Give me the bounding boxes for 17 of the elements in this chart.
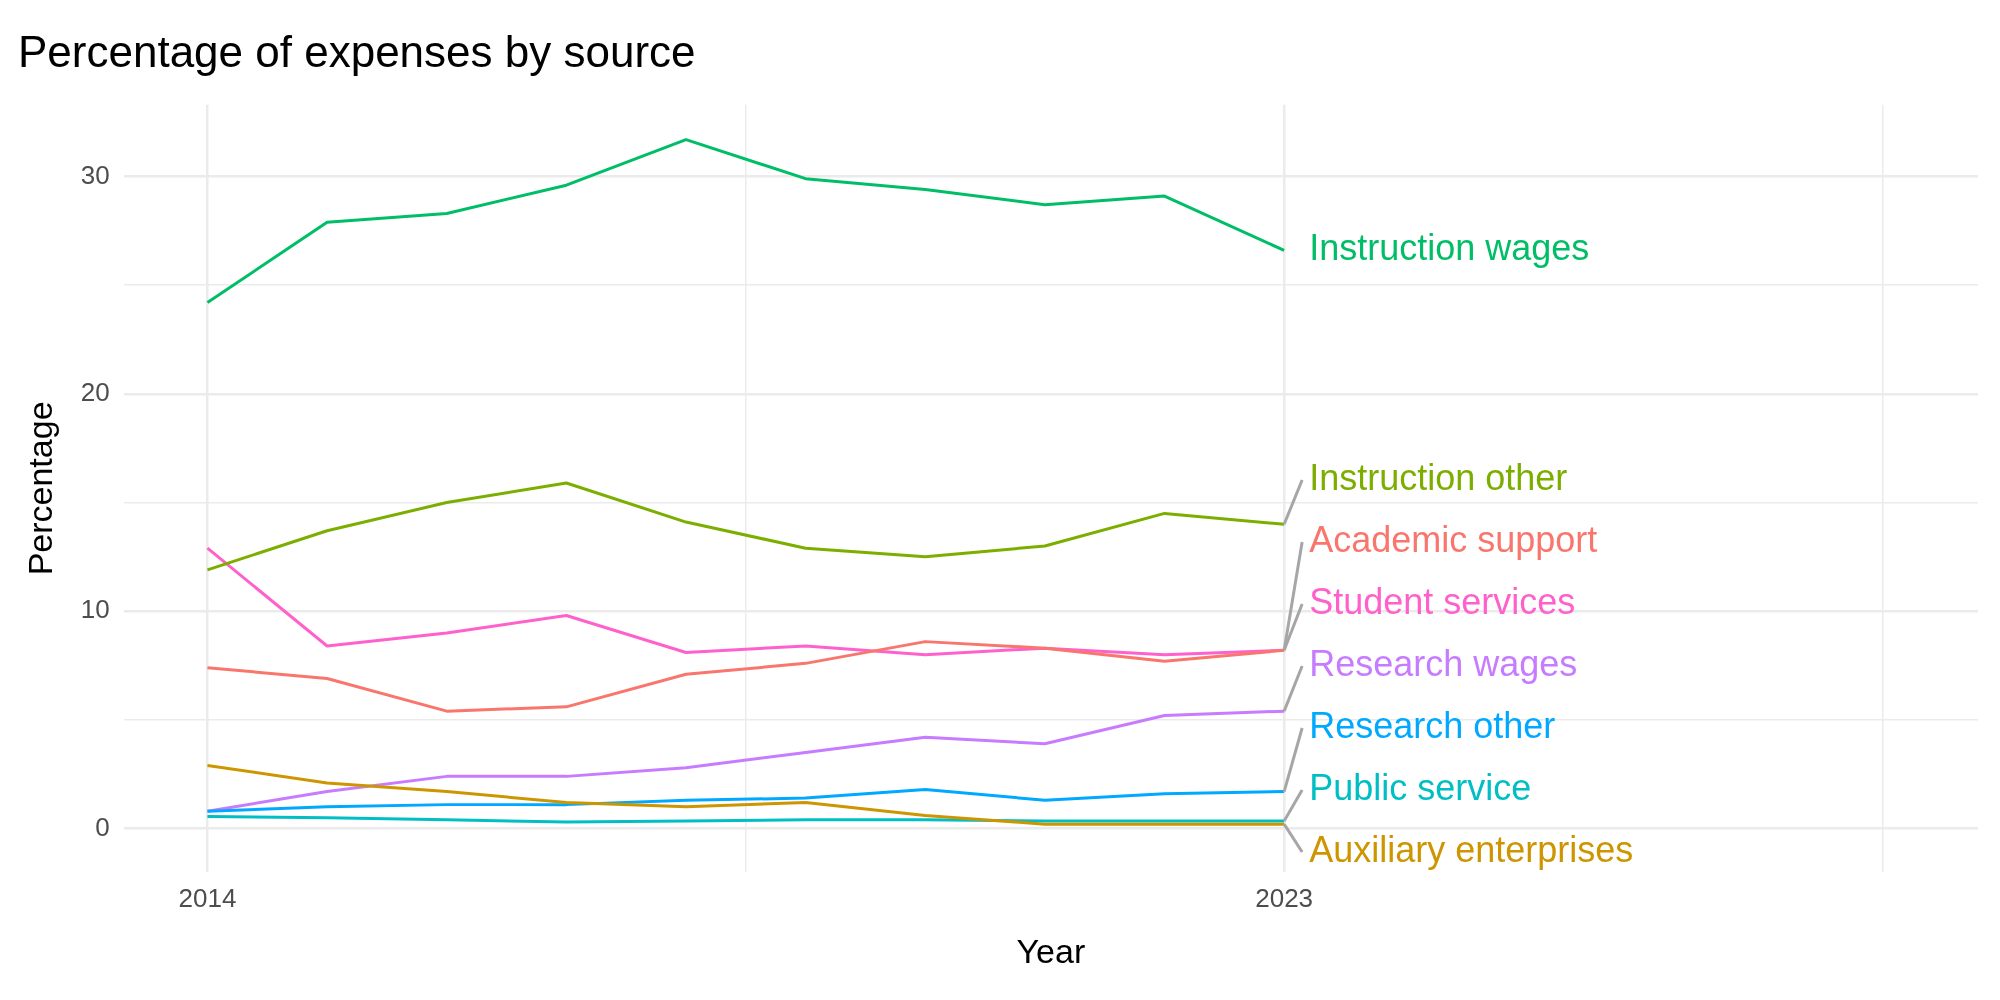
series-label: Research wages bbox=[1309, 642, 1578, 684]
x-tick-label: 2014 bbox=[178, 882, 237, 913]
series-label: Instruction other bbox=[1309, 456, 1568, 498]
chart-title: Percentage of expenses by source bbox=[18, 26, 696, 76]
y-tick-label: 0 bbox=[95, 811, 110, 842]
y-axis-title: Percentage bbox=[20, 401, 59, 576]
y-tick-label: 10 bbox=[80, 594, 110, 625]
text: Academic support bbox=[1309, 518, 1598, 560]
series-label: Auxiliary enterprises bbox=[1309, 828, 1634, 870]
x-tick-label: 2023 bbox=[1255, 882, 1314, 913]
series-label: Public service bbox=[1309, 766, 1532, 808]
series-label: Student services bbox=[1309, 580, 1576, 622]
y-tick-label: 20 bbox=[80, 377, 110, 408]
series-label: Research other bbox=[1309, 704, 1556, 746]
series-label: Instruction wages bbox=[1309, 227, 1590, 269]
y-tick-label: 30 bbox=[80, 159, 110, 190]
x-axis-title: Year bbox=[1016, 931, 1086, 970]
